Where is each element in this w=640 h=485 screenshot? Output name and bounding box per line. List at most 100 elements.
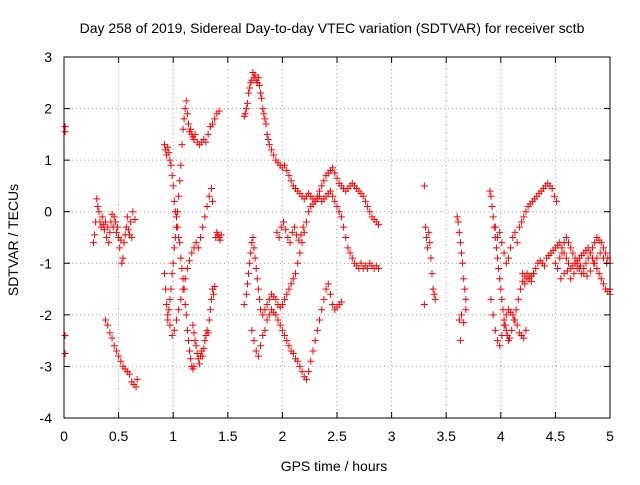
data-point <box>182 311 190 319</box>
y-tick-label: -4 <box>40 410 53 426</box>
data-point <box>95 208 103 216</box>
data-point <box>286 239 294 247</box>
data-point <box>326 187 334 195</box>
data-point <box>183 264 191 272</box>
data-point <box>217 231 225 239</box>
data-point <box>261 326 269 334</box>
data-point <box>129 208 137 216</box>
data-point <box>281 295 289 303</box>
data-point <box>462 306 470 314</box>
data-point <box>294 259 302 267</box>
data-point <box>557 275 565 283</box>
data-point <box>423 234 431 241</box>
data-point <box>245 89 253 97</box>
data-point <box>164 143 172 151</box>
data-point <box>342 234 350 241</box>
data-point <box>61 350 69 358</box>
data-point <box>243 99 251 107</box>
data-point <box>187 355 195 363</box>
data-point <box>131 215 139 223</box>
data-point <box>285 172 293 180</box>
data-point <box>200 344 208 352</box>
data-point <box>281 161 289 169</box>
data-point <box>489 311 497 319</box>
data-point <box>494 234 502 241</box>
data-point <box>563 267 571 275</box>
data-point <box>333 203 341 211</box>
data-point <box>262 120 270 128</box>
data-point <box>204 130 212 138</box>
data-point <box>110 213 118 221</box>
data-point <box>277 223 285 231</box>
data-point <box>184 120 192 128</box>
data-point <box>337 213 345 221</box>
data-point <box>507 244 515 252</box>
data-point <box>511 228 519 236</box>
data-point <box>61 128 69 136</box>
data-point <box>172 316 180 324</box>
data-point <box>126 370 134 378</box>
data-point <box>191 337 199 345</box>
data-point <box>203 203 211 211</box>
data-point <box>253 275 261 283</box>
data-point <box>245 270 253 278</box>
data-point <box>296 249 304 257</box>
x-tick-label: 4.5 <box>546 428 566 444</box>
data-point <box>302 375 310 383</box>
data-point <box>599 244 607 252</box>
data-point <box>565 259 573 267</box>
data-point <box>165 306 173 314</box>
data-point <box>242 290 250 298</box>
data-point <box>254 352 262 360</box>
data-point <box>519 270 527 278</box>
data-point <box>586 249 594 257</box>
data-point <box>289 275 297 283</box>
data-point <box>169 259 177 267</box>
data-point <box>512 306 520 314</box>
data-point <box>569 249 577 257</box>
data-point <box>273 228 281 236</box>
data-point <box>274 316 282 324</box>
data-point <box>209 197 217 205</box>
data-point <box>250 244 258 252</box>
data-point <box>364 264 372 272</box>
data-point <box>247 249 255 257</box>
data-point <box>89 239 97 247</box>
data-point <box>194 244 202 252</box>
data-point <box>525 272 533 280</box>
data-point <box>599 280 607 288</box>
data-point <box>170 326 178 334</box>
data-point <box>425 228 433 236</box>
data-point <box>272 311 280 319</box>
data-point <box>101 316 109 324</box>
data-point <box>550 192 558 200</box>
data-point <box>187 125 195 133</box>
data-point <box>112 228 120 236</box>
data-point <box>117 357 125 365</box>
data-point <box>263 316 271 324</box>
data-point <box>250 337 258 345</box>
data-point <box>261 306 269 314</box>
data-point <box>127 218 135 226</box>
data-point <box>283 166 291 174</box>
data-point <box>513 239 521 247</box>
data-point <box>252 347 260 355</box>
data-point <box>199 223 207 231</box>
data-point <box>263 301 271 309</box>
data-point <box>309 347 317 355</box>
data-point <box>191 130 199 138</box>
data-point <box>205 192 213 200</box>
data-point <box>180 115 188 123</box>
data-point <box>521 280 529 288</box>
data-point <box>346 249 354 257</box>
data-point <box>285 342 293 350</box>
data-point <box>460 319 468 327</box>
data-point <box>316 187 324 195</box>
data-point <box>497 285 505 293</box>
axis-ticks <box>63 56 611 419</box>
data-point <box>491 326 499 334</box>
data-point <box>283 337 291 345</box>
data-point <box>172 223 180 231</box>
data-point <box>298 368 306 376</box>
